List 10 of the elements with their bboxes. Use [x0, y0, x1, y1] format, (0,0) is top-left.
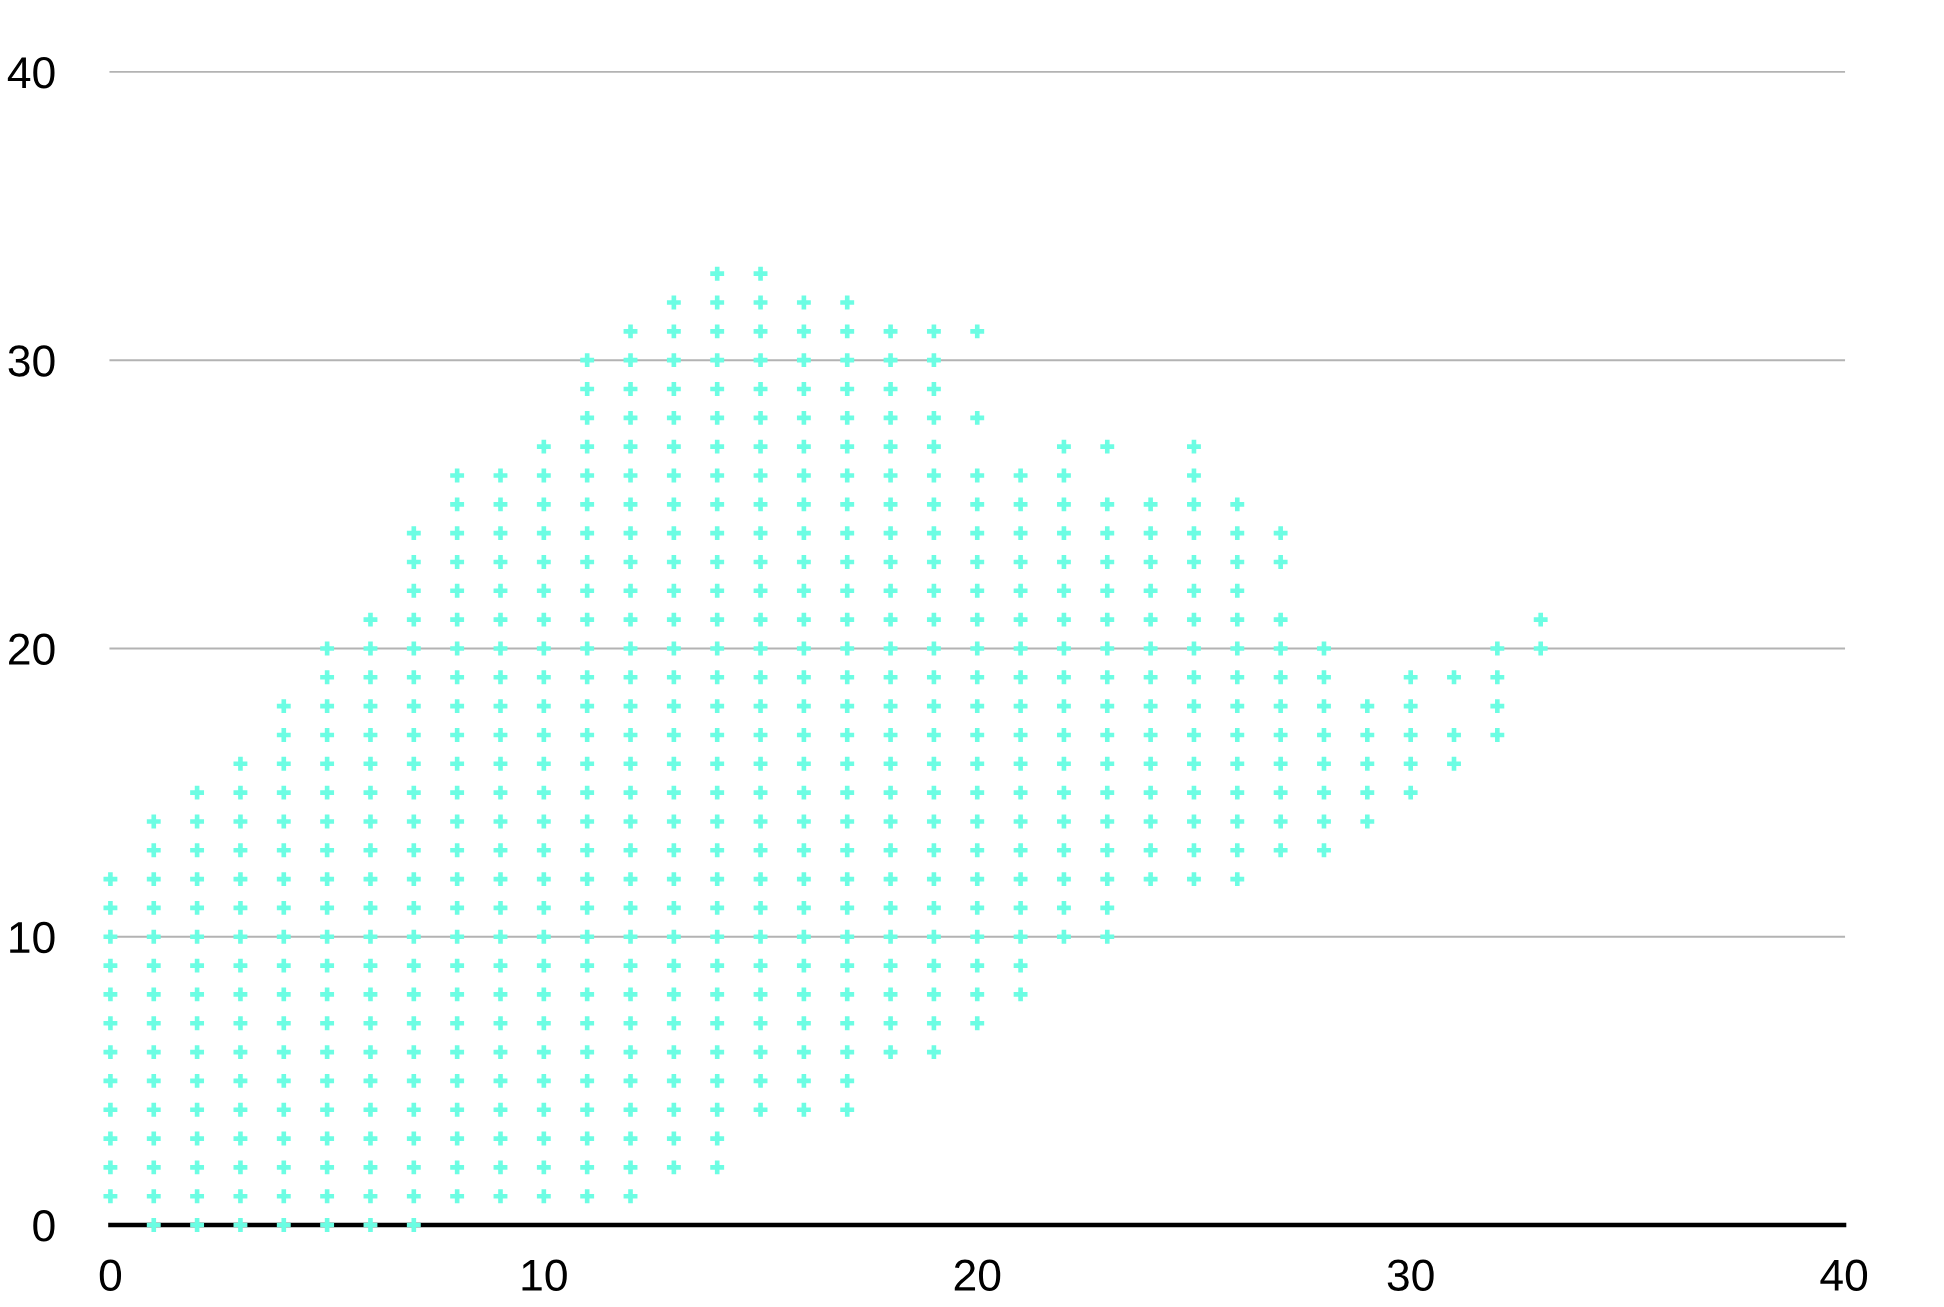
x-tick-label: 30	[1387, 1259, 1434, 1292]
x-tick-label: 40	[1820, 1259, 1868, 1292]
x-tick-label: 10	[522, 1259, 567, 1292]
y-tick-label: 30	[8, 345, 55, 377]
y-tick-label: 10	[10, 921, 55, 954]
x-tick-label: 20	[954, 1259, 1001, 1292]
y-tick-label: 0	[33, 1210, 55, 1242]
y-tick-label: 40	[7, 56, 55, 89]
y-tick-label: 20	[9, 633, 55, 666]
x-tick-label: 0	[99, 1259, 122, 1292]
